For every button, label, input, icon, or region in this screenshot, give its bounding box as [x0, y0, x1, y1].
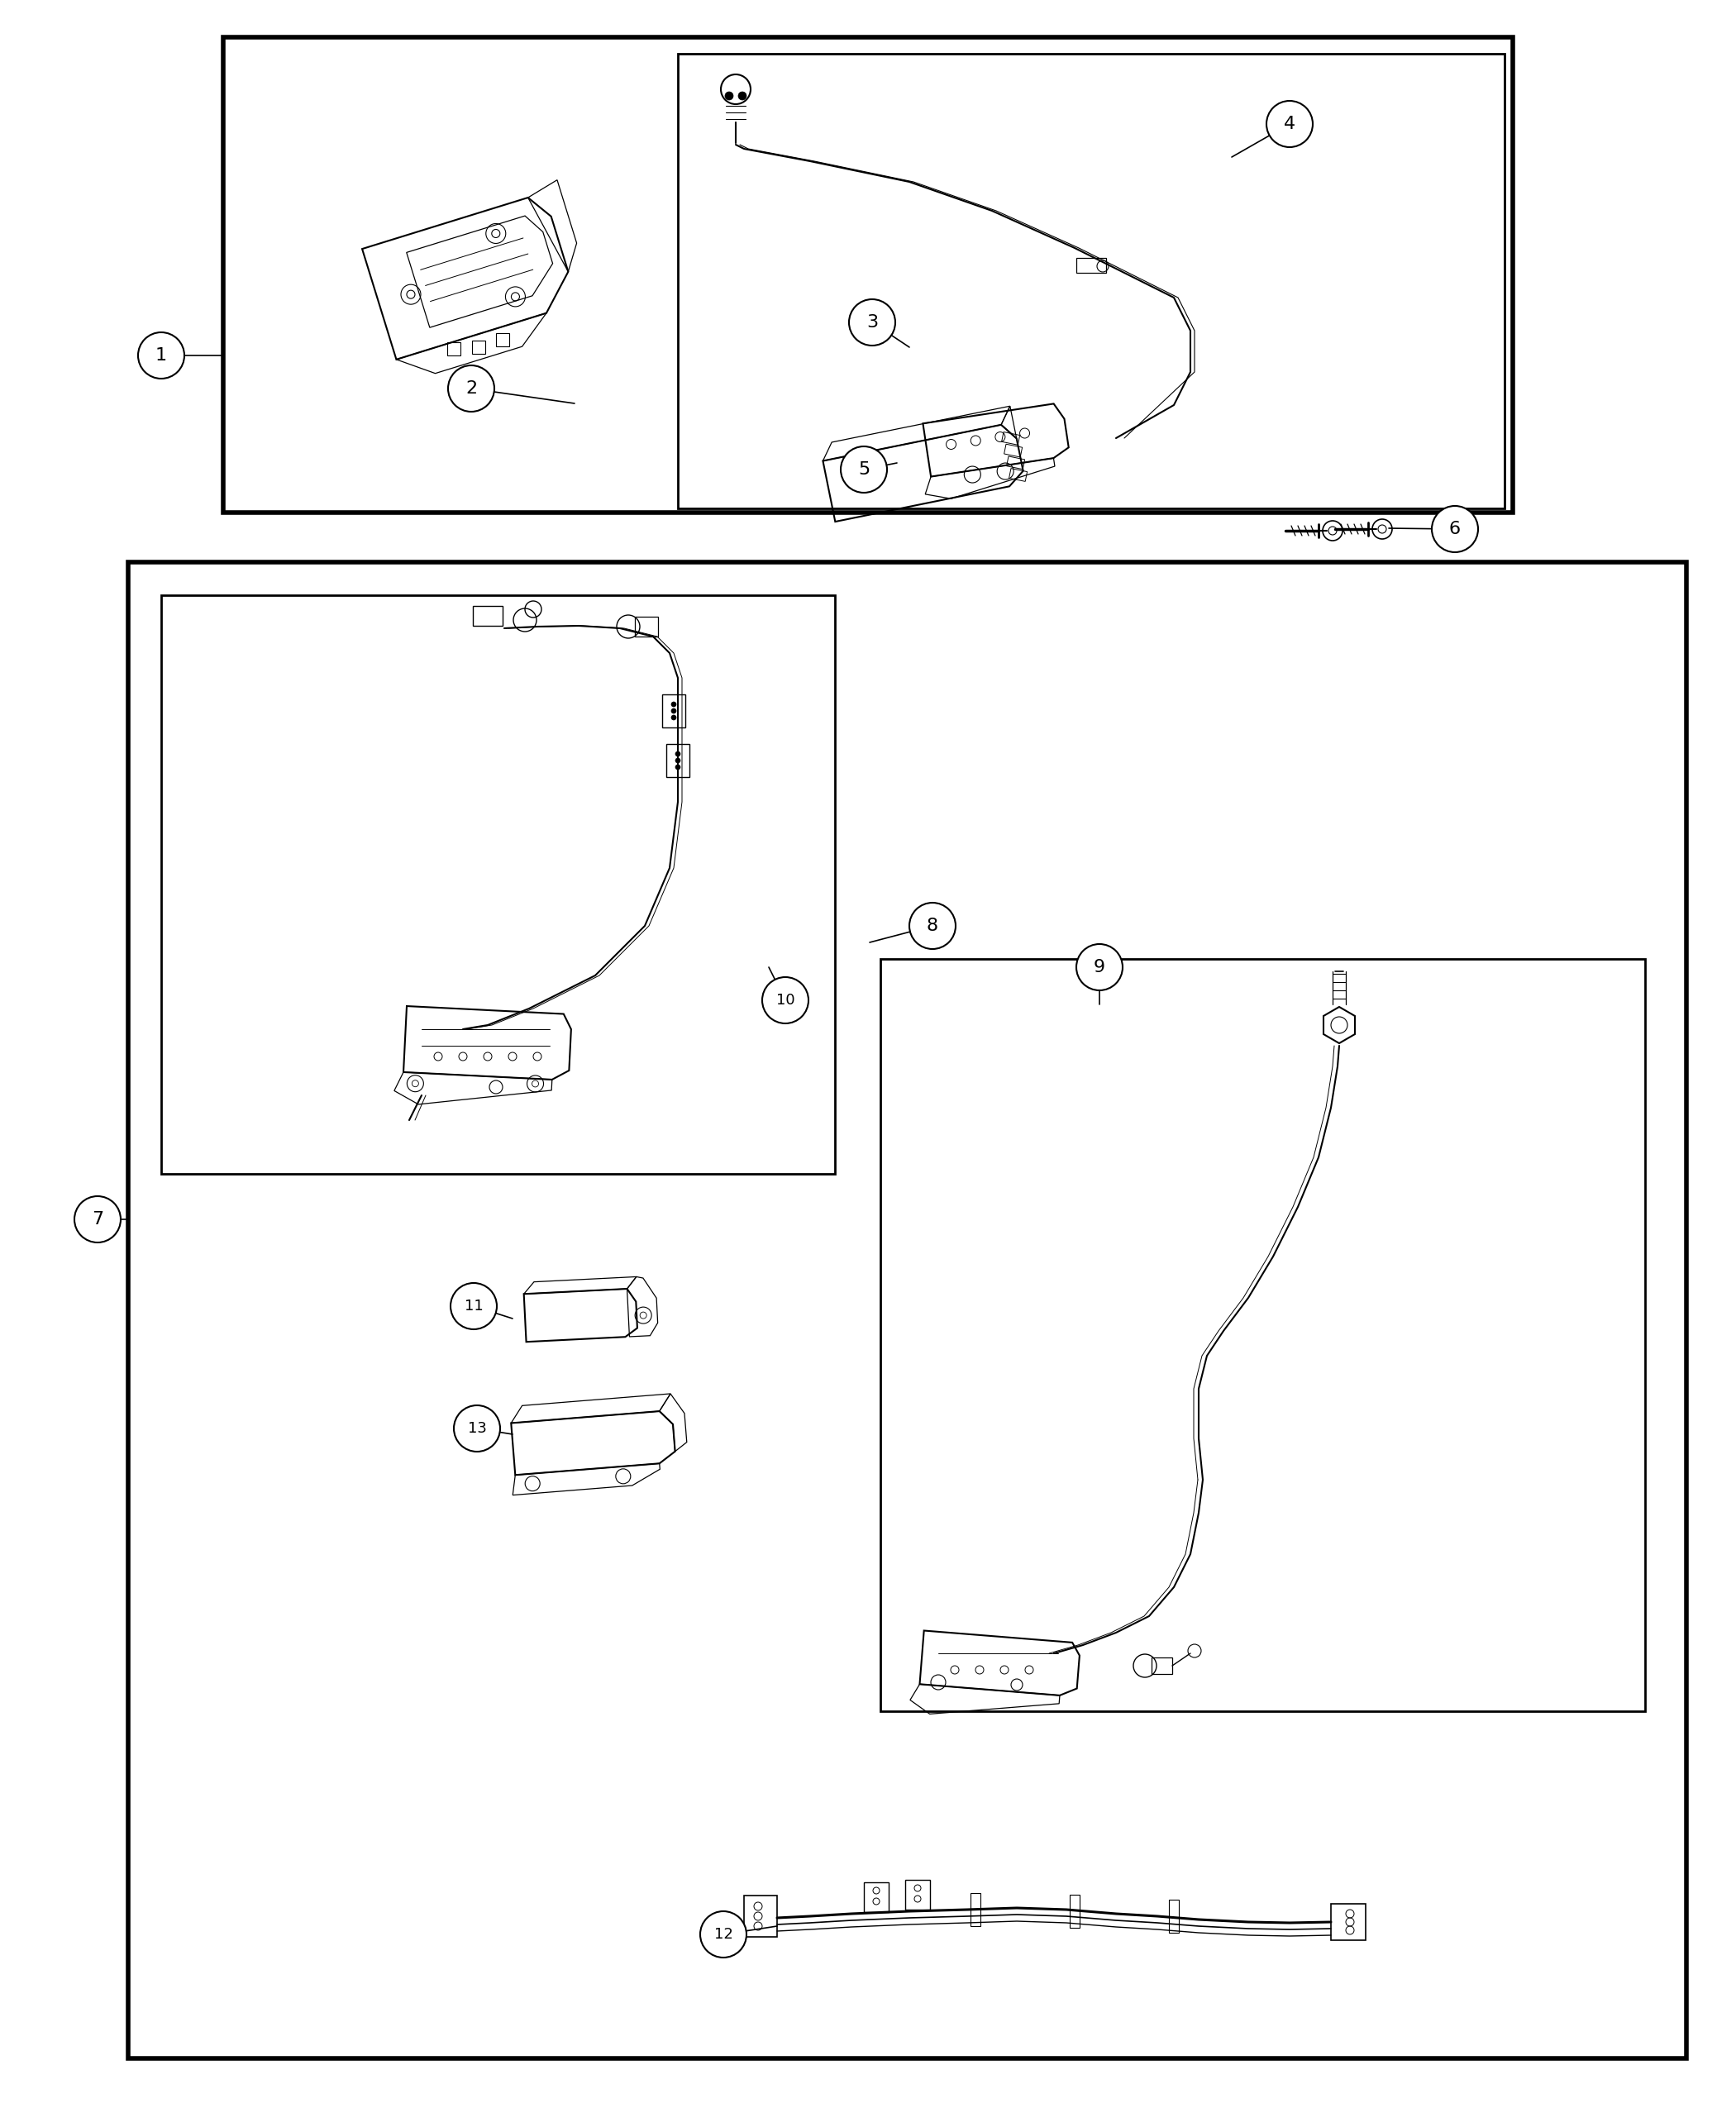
- Bar: [970, 1893, 981, 1927]
- Circle shape: [451, 1284, 496, 1330]
- Bar: [446, 341, 460, 356]
- Circle shape: [738, 93, 746, 99]
- Bar: [1076, 257, 1106, 272]
- Text: 3: 3: [866, 314, 878, 331]
- Bar: [865, 1882, 889, 1912]
- Bar: [745, 1895, 778, 1937]
- Bar: [1332, 1904, 1366, 1939]
- Text: 12: 12: [713, 1927, 733, 1941]
- Bar: [496, 333, 509, 346]
- Text: 8: 8: [927, 917, 939, 934]
- Bar: [635, 618, 658, 637]
- Circle shape: [726, 93, 733, 99]
- Bar: [472, 605, 503, 626]
- Bar: [1003, 445, 1023, 457]
- Circle shape: [672, 708, 677, 713]
- Bar: [1002, 432, 1019, 445]
- Bar: [661, 694, 686, 727]
- Bar: [224, 38, 1512, 512]
- Text: 11: 11: [464, 1299, 483, 1313]
- Circle shape: [672, 702, 677, 706]
- Bar: [1168, 1899, 1179, 1933]
- Circle shape: [75, 1195, 122, 1242]
- Circle shape: [1432, 506, 1477, 552]
- Circle shape: [1076, 944, 1123, 991]
- Text: 9: 9: [1094, 959, 1106, 976]
- Circle shape: [1267, 101, 1312, 148]
- Text: 4: 4: [1283, 116, 1295, 133]
- Text: 6: 6: [1450, 521, 1460, 538]
- Text: 5: 5: [858, 462, 870, 479]
- Bar: [880, 959, 1646, 1712]
- Bar: [904, 1880, 930, 1910]
- Circle shape: [448, 365, 495, 411]
- Circle shape: [700, 1912, 746, 1958]
- Bar: [1069, 1895, 1080, 1929]
- Bar: [1007, 455, 1024, 470]
- Circle shape: [139, 333, 184, 379]
- Circle shape: [675, 750, 681, 757]
- Text: 2: 2: [465, 379, 477, 396]
- Circle shape: [453, 1406, 500, 1452]
- Circle shape: [910, 902, 955, 949]
- Circle shape: [840, 447, 887, 493]
- Bar: [677, 53, 1505, 508]
- Circle shape: [849, 299, 896, 346]
- Bar: [1151, 1657, 1172, 1674]
- Circle shape: [672, 715, 677, 721]
- Text: 1: 1: [155, 348, 167, 365]
- Circle shape: [762, 978, 809, 1022]
- Text: 10: 10: [776, 993, 795, 1008]
- Bar: [472, 339, 486, 354]
- Text: 7: 7: [92, 1212, 104, 1227]
- Bar: [161, 594, 835, 1174]
- Circle shape: [675, 759, 681, 763]
- Bar: [128, 563, 1686, 2057]
- Bar: [1009, 468, 1028, 481]
- Bar: [667, 744, 689, 778]
- Circle shape: [675, 765, 681, 769]
- Text: 13: 13: [467, 1421, 486, 1436]
